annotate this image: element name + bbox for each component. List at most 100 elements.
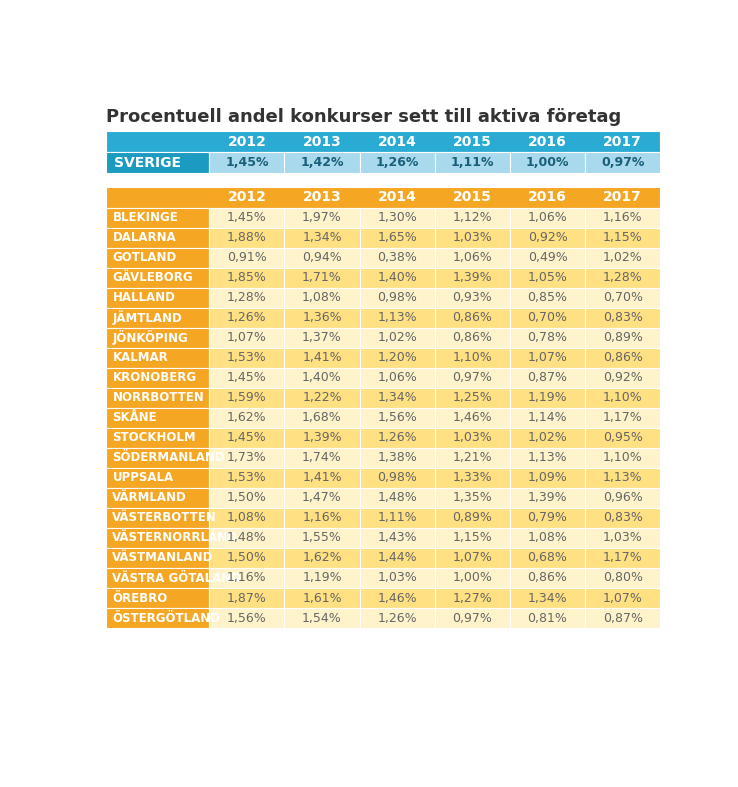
Text: 2015: 2015 bbox=[453, 135, 492, 149]
Bar bbox=[359, 248, 435, 268]
Bar bbox=[106, 548, 210, 568]
Text: 2017: 2017 bbox=[604, 135, 642, 149]
Text: 1,50%: 1,50% bbox=[227, 491, 267, 504]
Bar bbox=[435, 388, 510, 408]
Bar bbox=[284, 408, 359, 428]
Bar bbox=[284, 208, 359, 227]
Text: 1,07%: 1,07% bbox=[603, 592, 643, 604]
Bar bbox=[284, 152, 359, 173]
Text: 1,61%: 1,61% bbox=[303, 592, 342, 604]
Bar bbox=[510, 248, 585, 268]
Bar bbox=[210, 548, 284, 568]
Text: 0,83%: 0,83% bbox=[603, 311, 643, 324]
Text: 0,38%: 0,38% bbox=[377, 251, 417, 264]
Bar bbox=[210, 248, 284, 268]
Text: VÄSTERNORRLAND: VÄSTERNORRLAND bbox=[112, 531, 238, 545]
Text: JÖNKÖPING: JÖNKÖPING bbox=[112, 331, 188, 345]
Bar bbox=[435, 288, 510, 308]
Text: 1,14%: 1,14% bbox=[528, 412, 568, 424]
Text: 0,93%: 0,93% bbox=[452, 291, 492, 305]
Bar bbox=[359, 608, 435, 628]
Bar bbox=[106, 588, 210, 608]
Text: VÄSTRA GÖTALAND: VÄSTRA GÖTALAND bbox=[112, 571, 241, 585]
Bar bbox=[359, 348, 435, 368]
Bar bbox=[284, 588, 359, 608]
Text: 1,06%: 1,06% bbox=[452, 251, 492, 264]
Text: 1,62%: 1,62% bbox=[227, 412, 266, 424]
Bar bbox=[284, 248, 359, 268]
Text: 1,34%: 1,34% bbox=[377, 391, 417, 405]
Bar bbox=[435, 408, 510, 428]
Text: 0,92%: 0,92% bbox=[603, 371, 643, 384]
Text: 1,33%: 1,33% bbox=[452, 471, 492, 485]
Text: VÄSTERBOTTEN: VÄSTERBOTTEN bbox=[112, 512, 217, 524]
Bar bbox=[435, 568, 510, 588]
Text: 1,19%: 1,19% bbox=[528, 391, 568, 405]
Bar bbox=[585, 608, 661, 628]
Bar bbox=[359, 428, 435, 448]
Bar bbox=[435, 208, 510, 227]
Text: 1,45%: 1,45% bbox=[227, 211, 266, 224]
Bar bbox=[510, 388, 585, 408]
Text: 2017: 2017 bbox=[604, 190, 642, 205]
Text: 1,39%: 1,39% bbox=[528, 491, 568, 504]
Text: 0,89%: 0,89% bbox=[452, 512, 492, 524]
Text: 1,07%: 1,07% bbox=[452, 552, 492, 564]
Bar bbox=[284, 508, 359, 528]
Bar bbox=[510, 152, 585, 173]
Text: 1,45%: 1,45% bbox=[227, 431, 266, 445]
Text: 1,26%: 1,26% bbox=[377, 431, 417, 445]
Text: 1,45%: 1,45% bbox=[225, 156, 269, 169]
Bar bbox=[359, 308, 435, 327]
Bar bbox=[359, 468, 435, 488]
Bar bbox=[284, 528, 359, 548]
Bar bbox=[510, 288, 585, 308]
Bar bbox=[510, 488, 585, 508]
Text: 1,48%: 1,48% bbox=[227, 531, 266, 545]
Bar bbox=[210, 327, 284, 348]
Bar bbox=[106, 428, 210, 448]
Text: 1,56%: 1,56% bbox=[377, 412, 417, 424]
Bar bbox=[585, 288, 661, 308]
Text: 1,28%: 1,28% bbox=[603, 272, 643, 284]
Bar bbox=[284, 448, 359, 468]
Text: 1,13%: 1,13% bbox=[377, 311, 417, 324]
Bar bbox=[106, 152, 210, 173]
Bar bbox=[510, 548, 585, 568]
Text: 1,38%: 1,38% bbox=[377, 452, 417, 464]
Text: 1,42%: 1,42% bbox=[300, 156, 344, 169]
Text: 1,17%: 1,17% bbox=[603, 552, 643, 564]
Text: VÄSTMANLAND: VÄSTMANLAND bbox=[112, 552, 214, 564]
Text: 1,03%: 1,03% bbox=[603, 531, 643, 545]
Bar bbox=[435, 488, 510, 508]
Bar bbox=[435, 508, 510, 528]
Text: GOTLAND: GOTLAND bbox=[112, 251, 176, 264]
Bar bbox=[435, 152, 510, 173]
Text: 1,71%: 1,71% bbox=[302, 272, 342, 284]
Text: 1,36%: 1,36% bbox=[303, 311, 342, 324]
Bar bbox=[359, 208, 435, 227]
Text: SKÅNE: SKÅNE bbox=[112, 412, 157, 424]
Bar bbox=[585, 408, 661, 428]
Text: UPPSALA: UPPSALA bbox=[112, 471, 173, 485]
Text: 1,43%: 1,43% bbox=[377, 531, 417, 545]
Bar bbox=[585, 568, 661, 588]
Bar bbox=[435, 528, 510, 548]
Bar bbox=[510, 428, 585, 448]
Bar bbox=[359, 528, 435, 548]
Bar bbox=[284, 368, 359, 388]
Text: ÖREBRO: ÖREBRO bbox=[112, 592, 168, 604]
Text: 1,74%: 1,74% bbox=[302, 452, 342, 464]
Text: 1,85%: 1,85% bbox=[227, 272, 267, 284]
Bar bbox=[210, 348, 284, 368]
Text: 1,44%: 1,44% bbox=[377, 552, 417, 564]
Text: 1,62%: 1,62% bbox=[303, 552, 342, 564]
Bar bbox=[585, 428, 661, 448]
Bar bbox=[106, 131, 661, 152]
Bar bbox=[106, 408, 210, 428]
Bar bbox=[510, 508, 585, 528]
Bar bbox=[210, 208, 284, 227]
Bar bbox=[585, 152, 661, 173]
Text: 0,79%: 0,79% bbox=[528, 512, 568, 524]
Text: 2012: 2012 bbox=[227, 190, 266, 205]
